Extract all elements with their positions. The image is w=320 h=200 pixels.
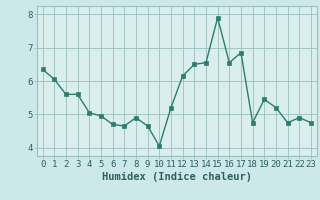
X-axis label: Humidex (Indice chaleur): Humidex (Indice chaleur) <box>102 172 252 182</box>
